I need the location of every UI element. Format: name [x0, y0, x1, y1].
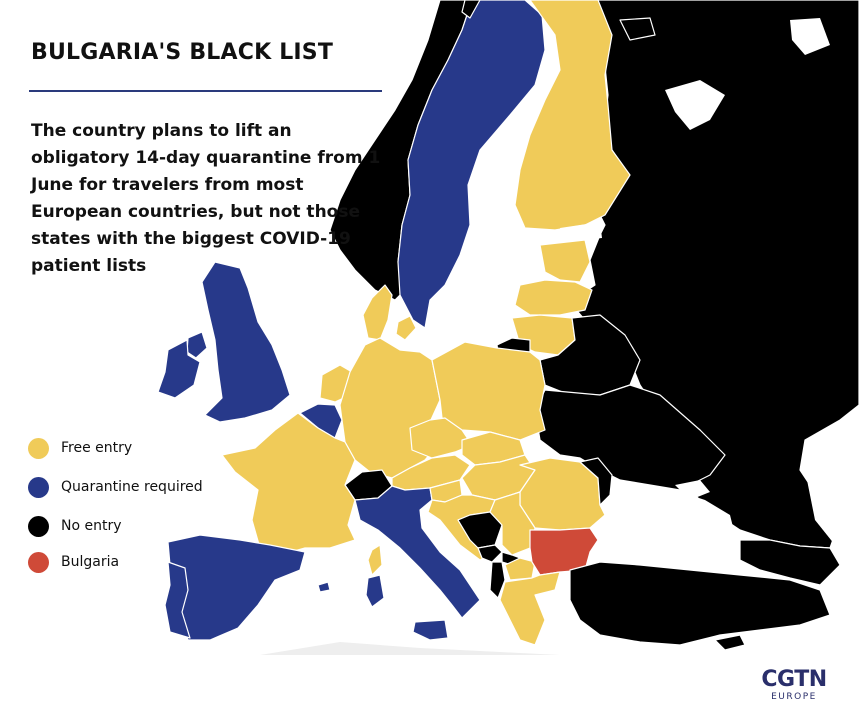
region-corsica: [367, 544, 383, 576]
legend-label: Bulgaria: [61, 554, 120, 570]
legend-label: Free entry: [61, 440, 133, 456]
country-bosnia: [457, 511, 503, 549]
logo-main-text: CGTN: [761, 667, 827, 692]
country-denmark: [362, 284, 393, 341]
lake-onega: [790, 18, 830, 55]
country-greece: [499, 571, 561, 646]
country-moldova: [579, 457, 613, 506]
country-serbia: [489, 491, 536, 556]
country-cyprus: [714, 634, 746, 651]
country-north-macedonia: [504, 557, 536, 581]
country-ireland: [157, 339, 201, 399]
country-sweden: [397, 0, 546, 329]
legend-item-free-entry: Free entry: [28, 436, 228, 460]
legend-item-quarantine: Quarantine required: [28, 475, 228, 499]
white-sea: [665, 80, 725, 130]
country-denmark-zealand: [395, 315, 417, 341]
country-turkey: [569, 561, 831, 646]
legend-swatch-bulgaria: [28, 551, 49, 573]
legend-swatch-quarantine: [28, 476, 49, 498]
country-germany: [339, 337, 441, 479]
region-caucasus: [739, 539, 841, 586]
legend-swatch-no-entry: [28, 515, 49, 537]
sea-of-azov: [675, 480, 710, 500]
country-estonia: [539, 239, 591, 283]
legend-item-bulgaria: Bulgaria: [28, 550, 228, 574]
country-montenegro: [477, 544, 503, 563]
legend-label: Quarantine required: [61, 479, 203, 495]
cgtn-europe-logo: CGTN EUROPE: [756, 667, 832, 703]
country-northern-ireland: [186, 331, 208, 359]
caspian-sea: [805, 470, 859, 545]
legend-label: No entry: [61, 518, 122, 534]
region-sardinia: [365, 574, 385, 608]
page-title: BULGARIA'S BLACK LIST: [31, 40, 334, 65]
region-north-africa: [260, 642, 560, 655]
region-arctic-island: [461, 0, 481, 19]
legend-item-no-entry: No entry: [28, 514, 228, 538]
country-france: [221, 412, 356, 556]
region-svalbard: [619, 17, 656, 41]
country-latvia: [514, 279, 593, 316]
country-ukraine: [534, 384, 726, 491]
page-subtitle: The country plans to lift an obligatory …: [31, 121, 381, 276]
country-albania: [489, 561, 506, 599]
legend-swatch-free-entry: [28, 437, 49, 459]
gulf-of-finland: [560, 222, 602, 242]
title-divider: [29, 90, 382, 92]
country-portugal: [164, 561, 191, 639]
region-sicily: [412, 619, 449, 641]
logo-sub-text: EUROPE: [771, 692, 817, 702]
region-balearic: [317, 581, 331, 593]
country-united-kingdom: [201, 261, 291, 423]
country-italy: [354, 485, 481, 619]
black-sea: [605, 490, 735, 560]
